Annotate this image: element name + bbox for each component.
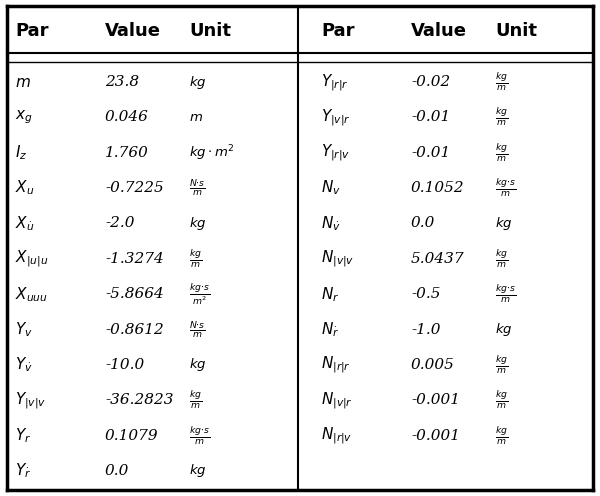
Text: $kg$: $kg$ — [495, 215, 512, 232]
Text: $\frac{kg{\cdot}s}{m}$: $\frac{kg{\cdot}s}{m}$ — [495, 177, 516, 199]
Text: $N_{|r|v}$: $N_{|r|v}$ — [321, 425, 352, 446]
Text: 0.1079: 0.1079 — [105, 429, 158, 442]
Text: -0.02: -0.02 — [411, 75, 450, 89]
Text: -0.001: -0.001 — [411, 429, 460, 442]
Text: Value: Value — [411, 22, 467, 40]
Text: Value: Value — [105, 22, 161, 40]
Text: $N_{\dot{r}}$: $N_{\dot{r}}$ — [321, 320, 340, 339]
Text: $kg$: $kg$ — [189, 356, 206, 373]
Text: Unit: Unit — [189, 22, 231, 40]
Text: $Y_{|r|r}$: $Y_{|r|r}$ — [321, 71, 349, 93]
Text: $\frac{kg}{m}$: $\frac{kg}{m}$ — [495, 106, 508, 128]
Text: $m$: $m$ — [189, 111, 203, 124]
Text: $N_{\dot{v}}$: $N_{\dot{v}}$ — [321, 214, 341, 233]
Text: $N_v$: $N_v$ — [321, 179, 341, 197]
Text: $N_r$: $N_r$ — [321, 285, 340, 304]
Text: $X_{uuu}$: $X_{uuu}$ — [15, 285, 48, 304]
Text: -0.8612: -0.8612 — [105, 322, 164, 336]
Text: $Y_{|r|v}$: $Y_{|r|v}$ — [321, 142, 350, 163]
Text: Par: Par — [321, 22, 355, 40]
Text: Par: Par — [15, 22, 49, 40]
Text: -1.0: -1.0 — [411, 322, 440, 336]
Text: $kg$: $kg$ — [189, 462, 206, 480]
Text: $m$: $m$ — [15, 74, 31, 90]
Text: -1.3274: -1.3274 — [105, 252, 164, 266]
Text: 5.0437: 5.0437 — [411, 252, 464, 266]
Text: -10.0: -10.0 — [105, 358, 144, 372]
Text: -0.001: -0.001 — [411, 393, 460, 407]
Text: $\frac{kg{\cdot}s}{m}$: $\frac{kg{\cdot}s}{m}$ — [495, 283, 516, 305]
Text: Unit: Unit — [495, 22, 537, 40]
Text: $\frac{kg}{m}$: $\frac{kg}{m}$ — [189, 248, 202, 270]
Text: $\frac{kg}{m}$: $\frac{kg}{m}$ — [495, 389, 508, 411]
Text: $kg$: $kg$ — [189, 215, 206, 232]
Text: 0.046: 0.046 — [105, 111, 149, 124]
Text: 23.8: 23.8 — [105, 75, 139, 89]
Text: $Y_{|v|r}$: $Y_{|v|r}$ — [321, 107, 351, 128]
Text: $\frac{kg}{m}$: $\frac{kg}{m}$ — [495, 425, 508, 446]
Text: $\frac{kg}{m}$: $\frac{kg}{m}$ — [495, 71, 508, 93]
Text: 0.0: 0.0 — [411, 216, 436, 231]
Text: $I_z$: $I_z$ — [15, 143, 27, 162]
Text: $\frac{N{\cdot}s}{m}$: $\frac{N{\cdot}s}{m}$ — [189, 178, 206, 198]
Text: $\frac{kg{\cdot}s}{m}$: $\frac{kg{\cdot}s}{m}$ — [189, 425, 210, 446]
Text: -2.0: -2.0 — [105, 216, 134, 231]
Text: $\frac{N{\cdot}s}{m}$: $\frac{N{\cdot}s}{m}$ — [189, 319, 206, 340]
Text: 0.0: 0.0 — [105, 464, 130, 478]
Text: $Y_{\dot{r}}$: $Y_{\dot{r}}$ — [15, 462, 31, 480]
Text: 0.005: 0.005 — [411, 358, 455, 372]
Text: $kg$: $kg$ — [189, 73, 206, 91]
Text: $x_g$: $x_g$ — [15, 109, 33, 126]
Text: $N_{|v|v}$: $N_{|v|v}$ — [321, 248, 355, 269]
Text: $\frac{kg}{m}$: $\frac{kg}{m}$ — [189, 389, 202, 411]
Text: -5.8664: -5.8664 — [105, 287, 164, 301]
Text: -0.5: -0.5 — [411, 287, 440, 301]
Text: $\frac{kg}{m}$: $\frac{kg}{m}$ — [495, 248, 508, 270]
Text: $kg$: $kg$ — [495, 321, 512, 338]
Text: -0.01: -0.01 — [411, 111, 450, 124]
Text: 0.1052: 0.1052 — [411, 181, 464, 195]
Text: $X_{|u|u}$: $X_{|u|u}$ — [15, 248, 49, 269]
Text: $X_u$: $X_u$ — [15, 179, 34, 197]
Text: $X_{\dot{u}}$: $X_{\dot{u}}$ — [15, 214, 34, 233]
Text: -0.7225: -0.7225 — [105, 181, 164, 195]
Text: $kg \cdot m^2$: $kg \cdot m^2$ — [189, 143, 235, 163]
Text: $Y_v$: $Y_v$ — [15, 320, 33, 339]
Text: $\frac{kg}{m}$: $\frac{kg}{m}$ — [495, 354, 508, 376]
Text: $N_{|v|r}$: $N_{|v|r}$ — [321, 390, 353, 411]
Text: -0.01: -0.01 — [411, 146, 450, 160]
Text: $N_{|r|r}$: $N_{|r|r}$ — [321, 355, 351, 375]
Text: $\frac{kg}{m}$: $\frac{kg}{m}$ — [495, 142, 508, 164]
Text: $Y_{\dot{v}}$: $Y_{\dot{v}}$ — [15, 356, 33, 374]
Text: $\frac{kg{\cdot}s}{m^2}$: $\frac{kg{\cdot}s}{m^2}$ — [189, 282, 210, 307]
Text: $Y_{|v|v}$: $Y_{|v|v}$ — [15, 390, 46, 411]
Text: -36.2823: -36.2823 — [105, 393, 173, 407]
Text: $Y_r$: $Y_r$ — [15, 426, 31, 445]
Text: 1.760: 1.760 — [105, 146, 149, 160]
